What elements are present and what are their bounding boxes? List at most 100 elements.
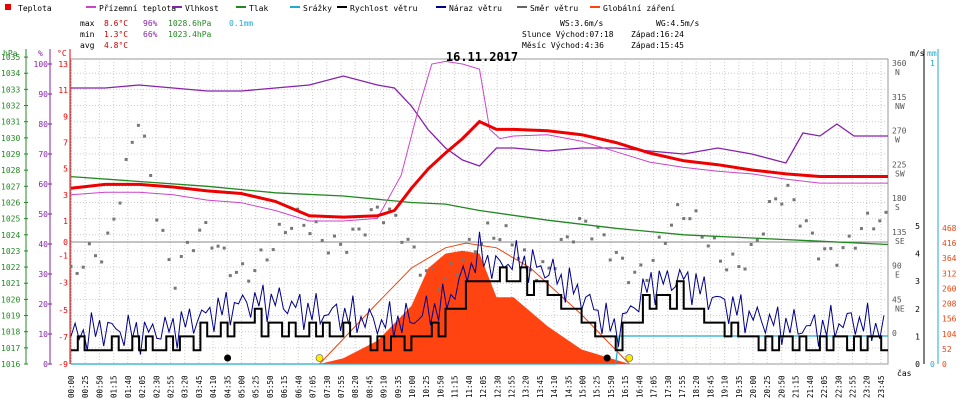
wind-direction-point xyxy=(124,157,128,161)
stats-block: max 8.6°C 96% 1028.6hPa 0.1mm min 1.3°C 66% 1023… xyxy=(80,19,253,50)
wind-direction-point xyxy=(69,265,73,268)
wind-dir-tick-label: 270 xyxy=(892,127,907,136)
temp-tick-label: 9 xyxy=(63,112,68,121)
wind-dir-tick-label: 315 xyxy=(892,93,907,102)
wind-direction-point xyxy=(565,235,569,239)
humidity-tick-label: 90 xyxy=(38,90,48,99)
wind-direction-point xyxy=(541,260,545,264)
legend-label: Rychlost větru xyxy=(350,4,418,13)
time-tick-label: 00:00 xyxy=(67,375,76,398)
time-tick-label: 05:50 xyxy=(266,375,275,398)
pressure-tick-label: 1016 xyxy=(1,360,20,369)
humidity-tick-label: 30 xyxy=(38,270,48,279)
stats-pressure: 1023.4hPa xyxy=(168,30,212,39)
ms-axis-unit: m/s xyxy=(910,49,925,58)
wind-direction-point xyxy=(706,244,710,248)
pressure-tick-label: 1019 xyxy=(1,312,20,321)
radiation-tick-label: 208 xyxy=(942,300,957,309)
time-tick-label: 10:25 xyxy=(422,375,431,398)
legend-label: Globální záření xyxy=(603,4,675,13)
radiation-tick-label: 104 xyxy=(942,330,957,339)
series-ground-temperature xyxy=(70,60,888,222)
wind-direction-point xyxy=(810,231,814,235)
temp-axis-unit: °C xyxy=(57,49,67,58)
time-tick-label: 11:15 xyxy=(451,375,460,398)
humidity-tick-label: 80 xyxy=(38,120,48,129)
wind-direction-point xyxy=(259,248,263,252)
wind-direction-point xyxy=(492,236,496,240)
humidity-tick-label: 20 xyxy=(38,300,48,309)
wind-direction-point xyxy=(657,235,661,239)
radiation-tick-label: 260 xyxy=(942,284,957,293)
wind-direction-point xyxy=(185,240,189,244)
wind-direction-point xyxy=(418,273,422,277)
wind-direction-point xyxy=(694,209,698,213)
wind-direction-point xyxy=(798,224,802,228)
wind-direction-point xyxy=(87,242,91,246)
time-tick-label: 00:50 xyxy=(95,375,104,398)
wind-direction-point xyxy=(627,281,631,285)
pressure-tick-label: 1031 xyxy=(1,118,20,127)
pressure-tick-label: 1033 xyxy=(1,85,20,94)
legend-item: Teplota xyxy=(5,4,52,13)
wind-direction-point xyxy=(155,218,159,222)
time-tick-label: 04:10 xyxy=(209,375,218,398)
time-tick-label: 15:00 xyxy=(579,375,588,398)
wind-dir-label: NW xyxy=(895,102,905,111)
time-tick-label: 16:15 xyxy=(621,375,630,398)
legend-item: Srážky xyxy=(290,4,332,13)
time-tick-label: 19:10 xyxy=(721,375,730,398)
wind-direction-point xyxy=(602,233,606,237)
wind-direction-point xyxy=(136,123,140,127)
wind-direction-point xyxy=(290,226,294,230)
time-tick-label: 02:30 xyxy=(152,375,161,398)
wind-direction-point xyxy=(620,256,624,260)
wind-direction-point xyxy=(786,183,790,187)
time-tick-label: 20:50 xyxy=(777,375,786,398)
wind-direction-point xyxy=(749,242,753,246)
wind-direction-point xyxy=(731,252,735,256)
wind-direction-point xyxy=(467,237,471,241)
wind-direction-point xyxy=(332,234,336,238)
wind-direction-point xyxy=(443,277,447,281)
wind-direction-point xyxy=(277,222,281,226)
legend-item: Globální záření xyxy=(590,4,675,13)
wind-direction-point xyxy=(669,223,673,227)
stats-pressure: 1028.6hPa xyxy=(168,19,212,28)
ms-tick-label: 4 xyxy=(915,250,920,259)
time-tick-label: 18:45 xyxy=(706,375,715,398)
wind-dir-tick-label: 180 xyxy=(892,194,907,203)
time-tick-label: 08:45 xyxy=(365,375,374,398)
time-tick-label: 22:30 xyxy=(834,375,843,398)
wind-direction-point xyxy=(804,219,808,223)
time-tick-label: 13:45 xyxy=(536,375,545,398)
wind-direction-point xyxy=(382,221,386,225)
wind-direction-point xyxy=(841,246,845,250)
series-wind-gust xyxy=(70,231,885,355)
wind-direction-point xyxy=(314,220,318,224)
wind-direction-point xyxy=(676,203,680,207)
wind-direction-point xyxy=(878,219,882,223)
wind-direction-point xyxy=(388,207,392,211)
wind-dir-label: SE xyxy=(895,237,905,246)
radiation-tick-label: 364 xyxy=(942,254,957,263)
time-tick-label: 06:15 xyxy=(280,375,289,398)
wind-direction-point xyxy=(853,246,857,250)
time-tick-label: 12:30 xyxy=(493,375,502,398)
humidity-tick-label: 40 xyxy=(38,240,48,249)
info-block: WS:3.6m/s WG:4.5m/s Slunce Východ:07:18 Záp… xyxy=(522,19,700,50)
moonrise-marker xyxy=(224,354,232,362)
stats-humidity: 66% xyxy=(143,30,158,39)
temp-tick-label: 1 xyxy=(63,217,68,226)
mm-tick-label: 0 xyxy=(930,360,935,369)
wind-direction-point xyxy=(780,202,784,206)
wind-direction-point xyxy=(590,237,594,241)
wind-direction-point xyxy=(228,274,232,278)
time-tick-label: 09:35 xyxy=(394,375,403,398)
wind-direction-point xyxy=(167,258,171,262)
time-tick-label: 02:55 xyxy=(166,375,175,398)
wind-direction-point xyxy=(406,237,410,241)
chart-title: 16.11.2017 xyxy=(446,50,518,64)
radiation-tick-label: 468 xyxy=(942,224,957,233)
wind-direction-point xyxy=(173,286,177,290)
